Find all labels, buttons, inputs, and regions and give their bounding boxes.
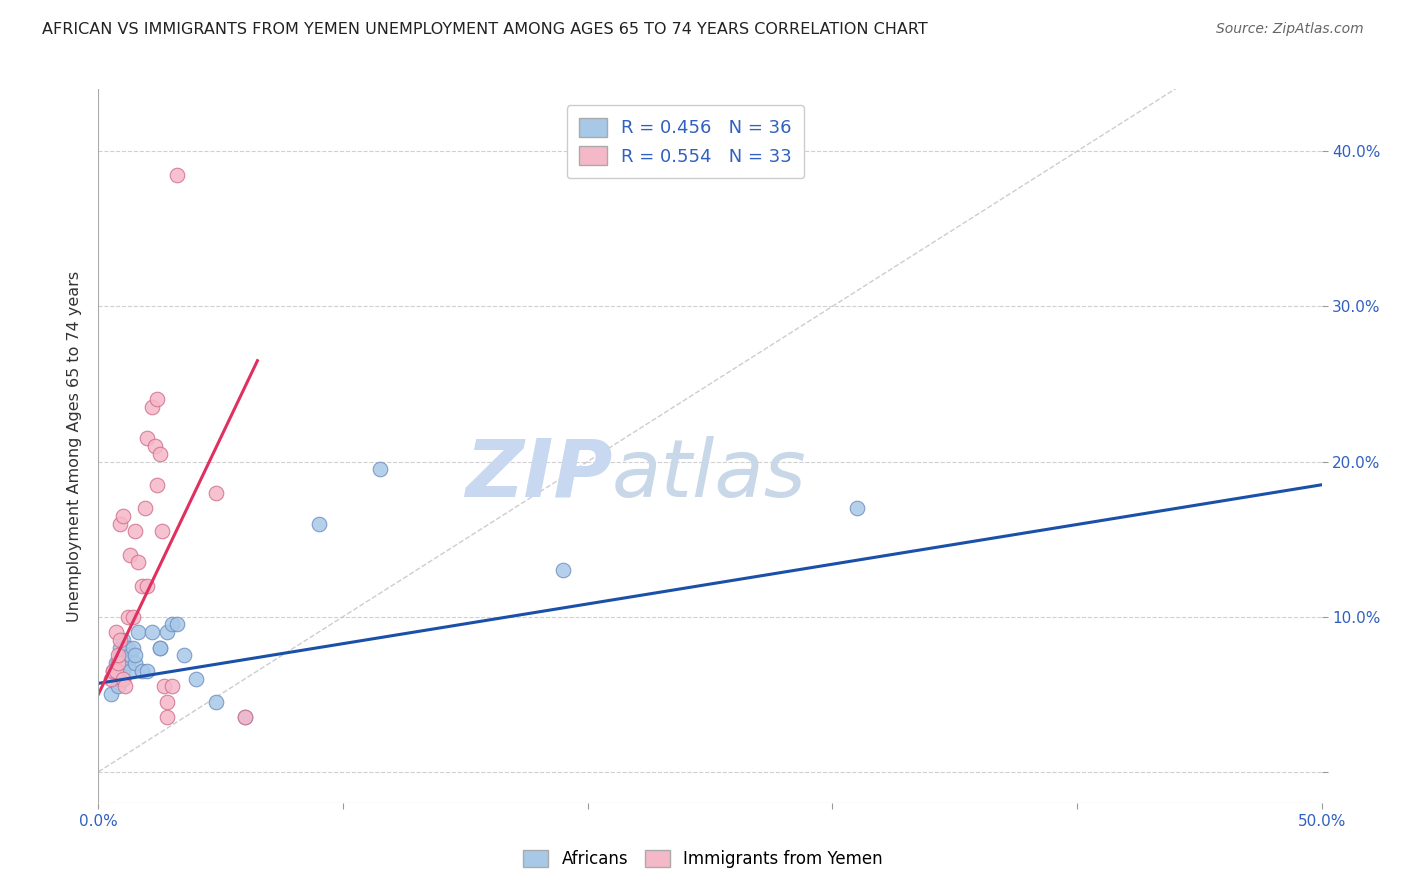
Point: [146, 392, 169, 407]
Point: [131, 664, 153, 678]
Point: [111, 656, 134, 670]
Point: [111, 672, 134, 686]
Legend: R = 0.456   N = 36, R = 0.554   N = 33: R = 0.456 N = 36, R = 0.554 N = 33: [567, 105, 804, 178]
Point: [146, 477, 169, 491]
Point: [101, 664, 124, 678]
Point: [166, 617, 188, 632]
Point: [136, 664, 159, 678]
Point: [233, 710, 256, 724]
Point: [156, 695, 179, 709]
Point: [149, 640, 172, 655]
Point: [233, 710, 256, 724]
Point: [100, 672, 122, 686]
Point: [368, 462, 391, 476]
Point: [156, 625, 179, 640]
Point: [120, 648, 142, 663]
Point: [136, 579, 159, 593]
Point: [110, 516, 132, 531]
Text: AFRICAN VS IMMIGRANTS FROM YEMEN UNEMPLOYMENT AMONG AGES 65 TO 74 YEARS CORRELAT: AFRICAN VS IMMIGRANTS FROM YEMEN UNEMPLO…: [42, 22, 928, 37]
Point: [141, 401, 163, 415]
Point: [110, 632, 132, 647]
Point: [124, 648, 146, 663]
Point: [153, 680, 176, 694]
Point: [107, 656, 129, 670]
Point: [149, 640, 172, 655]
Legend: Africans, Immigrants from Yemen: Africans, Immigrants from Yemen: [516, 843, 890, 875]
Point: [107, 680, 129, 694]
Point: [111, 672, 134, 686]
Text: Source: ZipAtlas.com: Source: ZipAtlas.com: [1216, 22, 1364, 37]
Point: [110, 640, 132, 655]
Point: [308, 516, 330, 531]
Point: [107, 672, 129, 686]
Point: [186, 672, 208, 686]
Point: [121, 640, 143, 655]
Point: [205, 695, 228, 709]
Point: [141, 625, 163, 640]
Point: [110, 648, 132, 663]
Point: [121, 609, 143, 624]
Point: [107, 648, 129, 663]
Point: [111, 664, 134, 678]
Point: [149, 447, 172, 461]
Point: [124, 524, 146, 539]
Point: [111, 632, 134, 647]
Point: [173, 648, 195, 663]
Text: ZIP: ZIP: [465, 435, 612, 514]
Point: [104, 664, 127, 678]
Point: [134, 501, 156, 516]
Point: [143, 439, 166, 453]
Point: [100, 687, 122, 701]
Point: [205, 485, 228, 500]
Point: [127, 625, 149, 640]
Point: [160, 680, 183, 694]
Point: [120, 548, 142, 562]
Point: [166, 168, 188, 182]
Point: [136, 431, 159, 445]
Point: [117, 656, 139, 670]
Point: [114, 640, 136, 655]
Point: [111, 508, 134, 523]
Point: [845, 501, 868, 516]
Point: [104, 625, 127, 640]
Point: [117, 609, 139, 624]
Point: [101, 664, 124, 678]
Point: [117, 640, 139, 655]
Point: [104, 656, 127, 670]
Text: atlas: atlas: [612, 435, 807, 514]
Point: [120, 664, 142, 678]
Point: [156, 710, 179, 724]
Point: [131, 579, 153, 593]
Point: [124, 656, 146, 670]
Point: [114, 680, 136, 694]
Point: [160, 617, 183, 632]
Point: [553, 563, 575, 577]
Point: [127, 555, 149, 569]
Y-axis label: Unemployment Among Ages 65 to 74 years: Unemployment Among Ages 65 to 74 years: [67, 270, 83, 622]
Point: [150, 524, 173, 539]
